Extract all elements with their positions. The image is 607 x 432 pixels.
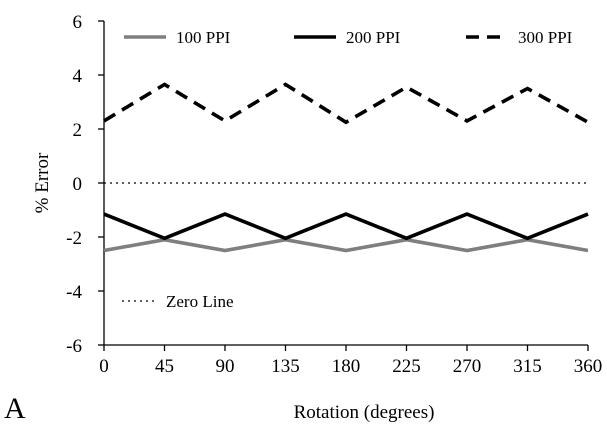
x-tick-label: 45 — [155, 356, 174, 377]
legend: 100 PPI 200 PPI 300 PPI Zero Line — [122, 28, 573, 311]
y-tick-label: 2 — [73, 120, 83, 141]
series-group — [103, 82, 589, 253]
legend-label: 300 PPI — [518, 28, 573, 47]
series-line-300-ppi — [103, 82, 589, 125]
tick-labels: 6 4 2 0 -2 -4 -6 0 45 90 135 180 225 270 315 360 — [66, 12, 602, 377]
series-line-100-ppi — [103, 237, 589, 253]
legend-label: 100 PPI — [176, 28, 231, 47]
x-tick-label: 0 — [99, 356, 109, 377]
y-tick-label: -2 — [66, 228, 82, 249]
x-tick-label: 135 — [271, 356, 300, 377]
y-tick-label: -4 — [66, 282, 82, 303]
x-tick-label: 180 — [332, 356, 361, 377]
x-tick-label: 225 — [392, 356, 421, 377]
legend-label: Zero Line — [166, 292, 234, 311]
y-axis-title: % Error — [32, 152, 53, 213]
x-tick-label: 270 — [453, 356, 482, 377]
x-axis-title: Rotation (degrees) — [294, 402, 435, 423]
x-tick-label: 90 — [216, 356, 235, 377]
y-tick-label: 4 — [73, 66, 83, 87]
legend-label: 200 PPI — [346, 28, 401, 47]
y-tick-label: 6 — [73, 12, 83, 33]
x-tick-label: 315 — [513, 356, 542, 377]
x-tick-label: 360 — [574, 356, 603, 377]
y-tick-label: 0 — [73, 174, 83, 195]
panel-label: A — [4, 392, 26, 425]
y-tick-label: -6 — [66, 336, 82, 357]
series-line-200-ppi — [103, 212, 589, 241]
